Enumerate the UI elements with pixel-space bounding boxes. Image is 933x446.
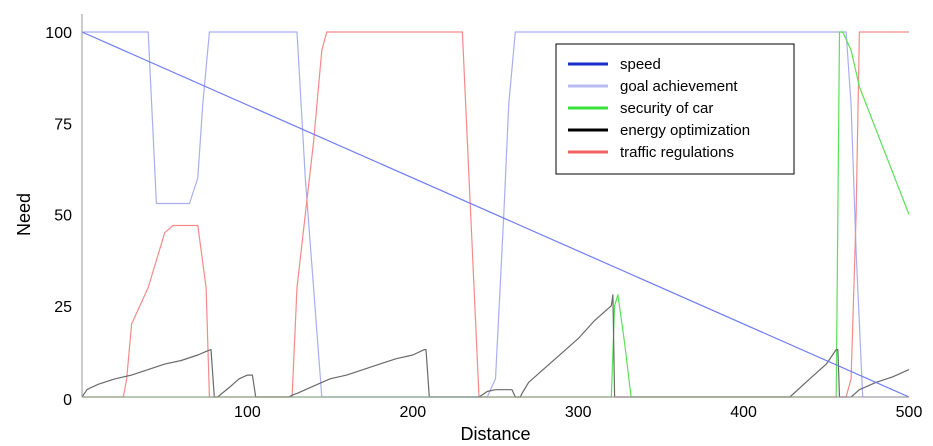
legend-label-energy-optimization: energy optimization <box>620 122 750 139</box>
legend-label-traffic-regulations: traffic regulations <box>620 144 734 161</box>
series-line-energy-optimization <box>81 294 910 398</box>
series-line-speed <box>81 31 910 398</box>
x-axis-title: Distance <box>460 424 530 444</box>
legend: speed goal achievement security of car ener… <box>555 43 795 175</box>
x-tick-label: 400 <box>730 404 757 421</box>
y-tick-label: 25 <box>54 299 72 316</box>
legend-label-security-of-car: security of car <box>620 100 713 117</box>
x-tick-label: 100 <box>234 404 261 421</box>
legend-label-speed: speed <box>620 56 661 73</box>
y-tick-labels: 25 50 75 100 <box>45 25 72 316</box>
y-tick-label: 75 <box>54 116 72 133</box>
x-tick-label: 500 <box>896 404 923 421</box>
x-tick-label: 300 <box>565 404 592 421</box>
legend-label-goal-achievement: goal achievement <box>620 78 738 95</box>
x-tick-label: 200 <box>399 404 426 421</box>
axes <box>81 14 909 398</box>
y-tick-label: 50 <box>54 208 72 225</box>
y-axis-title: Need <box>14 193 34 236</box>
legend-items: speed goal achievement security of car ener… <box>568 56 750 161</box>
x-tick-labels: 100 200 300 400 500 <box>234 404 922 421</box>
origin-tick-label: 0 <box>63 392 72 409</box>
y-tick-label: 100 <box>45 25 72 42</box>
